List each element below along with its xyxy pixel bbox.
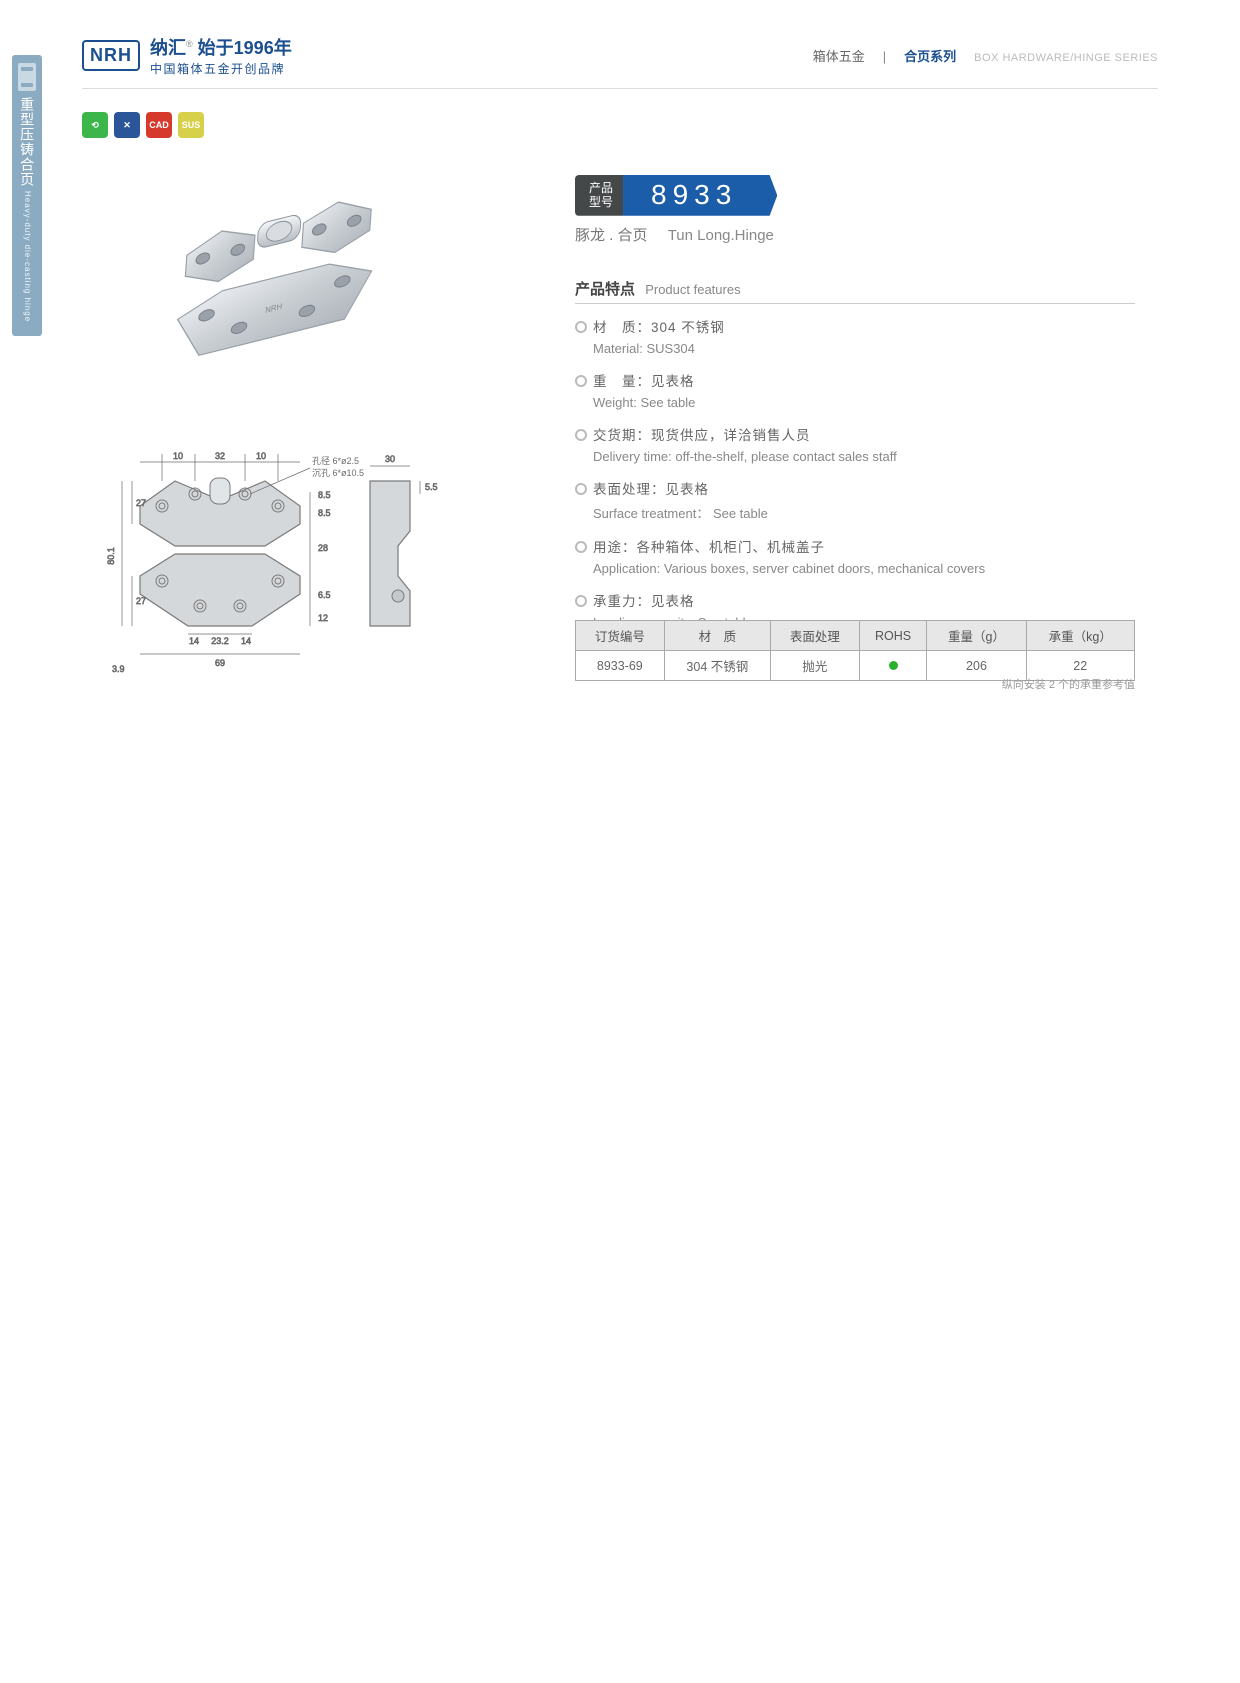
svg-text:28: 28 — [318, 543, 328, 553]
table-header: ROHS — [859, 621, 927, 651]
feature-en: Material: SUS304 — [593, 341, 1135, 356]
side-category-tab: 重型压铸合页 Heavy-duty die-casting hinge — [12, 55, 42, 336]
svg-text:27: 27 — [136, 596, 146, 606]
header: NRH 纳汇® 始于1996年 中国箱体五金开创品牌 箱体五金 | 合页系列 B… — [82, 34, 1158, 77]
table-header: 材 质 — [664, 621, 770, 651]
brand-sub: 中国箱体五金开创品牌 — [150, 60, 292, 77]
svg-text:10: 10 — [256, 451, 266, 461]
brand-cn-prefix: 纳汇 — [150, 38, 186, 58]
features-divider — [575, 303, 1135, 304]
feature-item: 用途：各种箱体、机柜门、机械盖子 Application: Various box… — [575, 536, 1135, 576]
svg-text:12: 12 — [318, 613, 328, 623]
svg-text:32: 32 — [215, 451, 225, 461]
table-header: 承重（kg） — [1026, 621, 1134, 651]
table-header: 重量（g） — [927, 621, 1026, 651]
model-subtitle: 豚龙 . 合页 Tun Long.Hinge — [575, 224, 774, 245]
feature-item: 交货期：现货供应，详洽销售人员 Delivery time: off-the-sh… — [575, 424, 1135, 464]
feature-cn: 承重力：见表格 — [593, 594, 695, 609]
table-header: 订货编号 — [576, 621, 665, 651]
badge-tools-icon: ✕ — [114, 112, 140, 138]
cert-badges: ⟲ ✕ CAD SUS — [82, 112, 204, 138]
features-block: 产品特点 Product features 材 质：304 不锈钢 Materia… — [575, 278, 1135, 644]
model-badge: 产品 型号 8933 — [575, 175, 777, 216]
feature-cn: 材 质：304 不锈钢 — [593, 320, 725, 335]
brand-reg: ® — [186, 39, 193, 49]
hole-spec-2: 沉孔 6*ø10.5 — [312, 468, 364, 478]
breadcrumb-en: BOX HARDWARE/HINGE SERIES — [974, 52, 1158, 64]
feature-item: 重 量：见表格 Weight: See table — [575, 370, 1135, 410]
hole-spec-1: 孔径 6*ø2.5 — [312, 455, 359, 466]
svg-text:10: 10 — [173, 451, 183, 461]
svg-text:30: 30 — [385, 454, 395, 464]
table-note: 纵向安装 2 个的承重参考值 — [575, 676, 1135, 692]
svg-text:14: 14 — [241, 636, 251, 646]
rohs-dot-icon — [889, 661, 898, 670]
features-title: 产品特点 Product features — [575, 278, 1135, 299]
feature-cn: 重 量：见表格 — [593, 374, 695, 389]
breadcrumb-cat1: 箱体五金 — [813, 46, 865, 65]
technical-drawing: 10 32 10 80.1 27 27 8.5 8.5 28 6.5 12 14… — [80, 446, 450, 686]
feature-cn: 用途：各种箱体、机柜门、机械盖子 — [593, 540, 825, 555]
feature-en: Delivery time: off-the-shelf, please con… — [593, 449, 1135, 464]
svg-text:27: 27 — [136, 498, 146, 508]
table-header: 表面处理 — [771, 621, 860, 651]
feature-en: Weight: See table — [593, 395, 1135, 410]
header-breadcrumb: 箱体五金 | 合页系列 BOX HARDWARE/HINGE SERIES — [813, 46, 1158, 65]
header-divider — [82, 88, 1158, 89]
brand-cn-suffix: 始于1996年 — [198, 38, 292, 58]
svg-text:69: 69 — [215, 658, 225, 668]
breadcrumb-sep: | — [883, 49, 886, 64]
svg-text:3.9: 3.9 — [112, 664, 125, 674]
feature-item: 材 质：304 不锈钢 Material: SUS304 — [575, 316, 1135, 356]
side-tab-cn: 重型压铸合页 — [18, 97, 36, 187]
model-sub-cn: 豚龙 . 合页 — [575, 227, 648, 244]
hinge-icon — [18, 63, 36, 91]
features-title-en: Product features — [645, 282, 740, 297]
svg-text:8.5: 8.5 — [318, 490, 331, 500]
brand-block: NRH 纳汇® 始于1996年 中国箱体五金开创品牌 — [82, 34, 292, 77]
svg-text:14: 14 — [189, 636, 199, 646]
product-render: NRH — [130, 175, 420, 405]
feature-cn: 交货期：现货供应，详洽销售人员 — [593, 428, 811, 443]
model-sub-en: Tun Long.Hinge — [668, 227, 774, 244]
badge-cad-icon: CAD — [146, 112, 172, 138]
badge-recycle-icon: ⟲ — [82, 112, 108, 138]
svg-text:8.5: 8.5 — [318, 508, 331, 518]
svg-text:80.1: 80.1 — [106, 547, 116, 565]
spec-table: 订货编号材 质表面处理ROHS重量（g）承重（kg） 8933-69304 不锈… — [575, 620, 1135, 681]
brand-logo: NRH — [82, 40, 140, 71]
svg-text:6.5: 6.5 — [318, 590, 331, 600]
brand-text: 纳汇® 始于1996年 中国箱体五金开创品牌 — [150, 34, 292, 77]
svg-text:5.5: 5.5 — [425, 482, 438, 492]
features-title-cn: 产品特点 — [575, 281, 635, 298]
breadcrumb-cat2: 合页系列 — [904, 46, 956, 65]
model-label-l1: 产品 — [589, 181, 613, 195]
model-label-l2: 型号 — [589, 195, 613, 209]
side-tab-en: Heavy-duty die-casting hinge — [22, 191, 32, 322]
model-number: 8933 — [623, 175, 777, 216]
badge-sus-icon: SUS — [178, 112, 204, 138]
feature-en: Application: Various boxes, server cabin… — [593, 561, 1135, 576]
brand-cn: 纳汇® 始于1996年 — [150, 34, 292, 60]
feature-item: 表面处理：见表格 Surface treatment： See table — [575, 478, 1135, 522]
feature-en: Surface treatment： See table — [593, 503, 1135, 522]
feature-cn: 表面处理：见表格 — [593, 482, 709, 497]
svg-text:23.2: 23.2 — [211, 636, 229, 646]
model-label: 产品 型号 — [575, 175, 623, 216]
